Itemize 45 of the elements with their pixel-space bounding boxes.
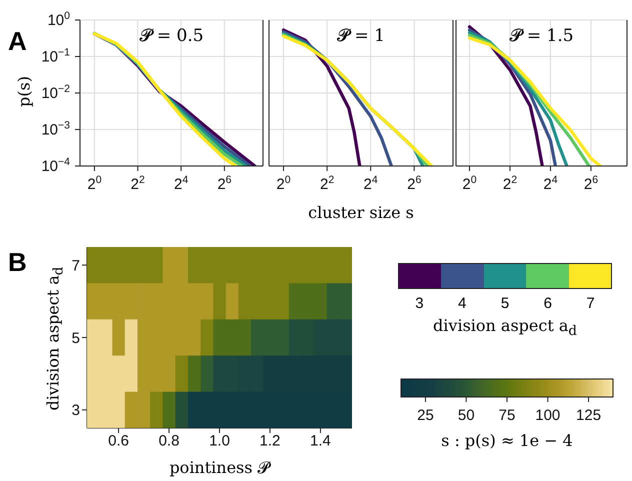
x-tick-label: 2$^{2}$ bbox=[320, 174, 334, 193]
legend-label: 5 bbox=[500, 294, 510, 312]
x-axis-title: pointiness 𝓟 bbox=[168, 458, 272, 477]
x-tick-label: 1.4 bbox=[310, 432, 331, 450]
y-tick-label: 10$^{0}$ bbox=[47, 10, 70, 29]
legend-label: 7 bbox=[585, 294, 596, 312]
text: B bbox=[8, 247, 27, 278]
legend-label: 4 bbox=[457, 294, 468, 312]
x-tick-label: 2$^{6}$ bbox=[217, 174, 232, 193]
legend-label: 6 bbox=[542, 294, 553, 312]
x-tick-label: 1.2 bbox=[260, 432, 280, 450]
color-bar-title: s : p(s) ≈ 1e − 4 bbox=[440, 431, 574, 450]
x-tick-label: 1.0 bbox=[209, 432, 230, 450]
x-tick-label: 2$^{6}$ bbox=[584, 174, 598, 193]
x-tick-label: 2$^{0}$ bbox=[462, 174, 477, 193]
text: A bbox=[8, 26, 27, 57]
x-tick-label: 2$^{4}$ bbox=[174, 174, 188, 193]
chart-title: 𝓟 = 1.5 bbox=[508, 26, 575, 46]
x-tick-label: 2$^{2}$ bbox=[502, 174, 518, 193]
color-bar-label: 75 bbox=[498, 407, 516, 424]
y-tick-label: 3 bbox=[72, 402, 80, 420]
x-tick-label: 2$^{4}$ bbox=[543, 174, 558, 193]
x-tick-label: 2$^{0}$ bbox=[87, 174, 102, 193]
y-tick-label: 5 bbox=[72, 330, 80, 347]
color-bar-label: 50 bbox=[458, 407, 475, 424]
y-axis-title: p(s) bbox=[14, 75, 34, 109]
y-tick-label: 10$^{−4}$ bbox=[41, 156, 70, 175]
x-axis-title: cluster size s bbox=[307, 203, 415, 222]
color-bar-label: 125 bbox=[576, 407, 602, 424]
chart-title: 𝓟 = 0.5 bbox=[138, 26, 205, 46]
y-tick-label: 7 bbox=[72, 257, 80, 274]
color-bar-label: 25 bbox=[417, 407, 434, 424]
x-tick-label: 2$^{0}$ bbox=[276, 174, 291, 193]
x-tick-label: 2$^{6}$ bbox=[407, 174, 422, 193]
x-tick-label: 0.8 bbox=[158, 432, 180, 450]
y-tick-label: 10$^{−2}$ bbox=[41, 83, 70, 102]
y-tick-label: 10$^{−1}$ bbox=[41, 46, 70, 66]
x-tick-label: 0.6 bbox=[108, 432, 129, 450]
x-tick-label: 2$^{2}$ bbox=[130, 174, 146, 193]
legend-title: division aspect a$_{d}$ bbox=[432, 316, 578, 340]
legend-label: 3 bbox=[414, 294, 425, 312]
color-bar-label: 100 bbox=[535, 407, 560, 424]
y-tick-label: 10$^{−3}$ bbox=[41, 120, 70, 138]
chart-title: 𝓟 = 1 bbox=[336, 26, 386, 46]
x-tick-label: 2$^{4}$ bbox=[364, 174, 378, 193]
